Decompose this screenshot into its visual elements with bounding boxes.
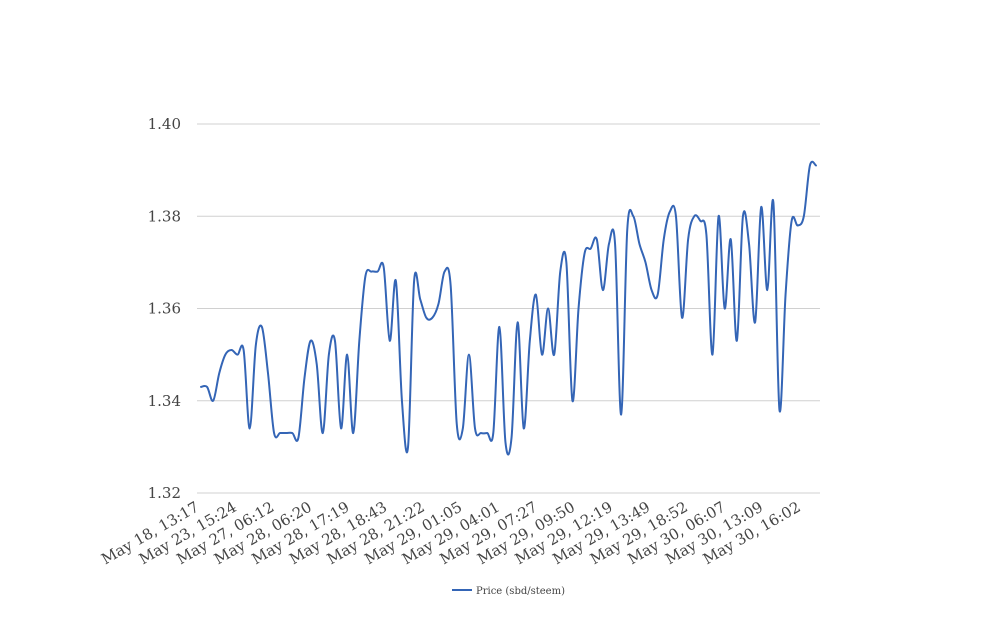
y-tick-label: 1.38 — [148, 207, 181, 225]
series-lines — [200, 160, 817, 456]
legend-label: Price (sbd/steem) — [476, 586, 565, 597]
y-tick-label: 1.36 — [148, 300, 181, 318]
legend: Price (sbd/steem) — [452, 586, 565, 597]
y-tick-label: 1.32 — [148, 484, 181, 502]
series-line — [200, 160, 817, 456]
y-axis-tick-labels: 1.32 1.34 1.36 1.38 1.40 — [148, 115, 181, 502]
y-tick-label: 1.34 — [148, 392, 181, 410]
y-tick-label: 1.40 — [148, 115, 181, 133]
gridlines — [197, 123, 820, 494]
